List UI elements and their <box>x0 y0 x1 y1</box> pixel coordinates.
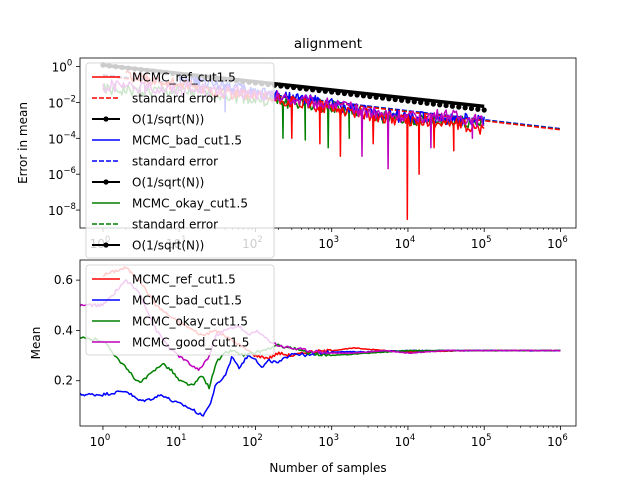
reference-marker-29 <box>284 84 290 90</box>
mean-xtick-label-4: 104 <box>395 433 416 449</box>
reference-marker-35 <box>322 88 328 94</box>
mean-legend-label-1: MCMC_bad_cut1.5 <box>132 294 242 308</box>
mean-legend-label-2: MCMC_okay_cut1.5 <box>132 315 248 329</box>
mean-ytick-label-0: 0.2 <box>54 374 73 388</box>
reference-marker-36 <box>329 89 335 95</box>
reference-marker-56 <box>456 104 462 110</box>
error-legend-label-4: standard error <box>132 155 218 169</box>
error-ytick-label-4: 10−8 <box>48 202 76 218</box>
reference-marker-30 <box>290 84 297 91</box>
reference-marker-41 <box>360 93 367 99</box>
reference-marker-31 <box>297 85 303 91</box>
mean-subplot: 100 101 102 103 104 105 106 0.2 0.4 0.6 Number of… <box>29 259 577 475</box>
mean-xtick-label-0: 100 <box>90 433 111 449</box>
reference-marker-60 <box>481 107 487 113</box>
error-legend-box <box>85 62 275 259</box>
reference-marker-47 <box>398 97 405 103</box>
reference-marker-57 <box>462 105 468 111</box>
error-xtick-label-4: 104 <box>395 235 416 251</box>
reference-marker-52 <box>430 101 436 107</box>
reference-marker-51 <box>424 100 430 106</box>
error-subplot: 10010110210310410510610010−210−410−610−8… <box>16 36 577 259</box>
mean-xtick-label-3: 103 <box>318 433 339 449</box>
reference-marker-49 <box>411 99 417 105</box>
reference-marker-34 <box>316 87 322 94</box>
mean-legend-label-3: MCMC_good_cut1.5 <box>132 336 249 350</box>
reference-marker-43 <box>373 94 379 100</box>
mean-xlabel: Number of samples <box>269 461 386 475</box>
chart-title: alignment <box>294 36 362 52</box>
mean-xtick-label-1: 101 <box>166 433 187 449</box>
error-xtick-label-6: 106 <box>547 235 568 251</box>
reference-marker-28 <box>278 83 284 89</box>
mean-axes-frame <box>79 259 577 427</box>
reference-marker-54 <box>443 102 449 109</box>
error-legend-label-5: O(1/sqrt(N)) <box>132 176 204 190</box>
reference-marker-37 <box>335 90 341 96</box>
mean-xtick-label-6: 106 <box>547 433 568 449</box>
reference-marker-55 <box>449 103 456 109</box>
reference-marker-59 <box>475 106 481 112</box>
error-legend-marker-5 <box>103 179 109 185</box>
error-legend-label-6: MCMC_okay_cut1.5 <box>132 197 248 211</box>
error-legend: MCMC_ref_cut1.5 standard error O(1/sqrt(N)… <box>85 62 275 259</box>
mean-legend: MCMC_ref_cut1.5 MCMC_bad_cut1.5 MCMC_okay_… <box>85 264 275 356</box>
reference-marker-32 <box>303 86 309 92</box>
error-ytick-label-1: 10−2 <box>48 94 76 110</box>
reference-marker-48 <box>405 98 411 104</box>
reference-marker-50 <box>418 99 424 106</box>
mean-ytick-label-1: 0.4 <box>54 323 73 337</box>
error-xtick-label-3: 103 <box>318 235 339 251</box>
error-legend-marker-2 <box>103 116 109 122</box>
reference-marker-53 <box>437 102 443 108</box>
error-legend-label-2: O(1/sqrt(N)) <box>132 113 204 127</box>
reference-marker-46 <box>392 96 398 103</box>
error-legend-label-0: MCMC_ref_cut1.5 <box>132 71 236 85</box>
reference-marker-42 <box>367 93 373 100</box>
mean-axis-ticks: 100 101 102 103 104 105 106 0.2 0.4 0.6 <box>54 273 568 449</box>
reference-marker-45 <box>386 96 392 102</box>
mean-legend-box <box>85 264 275 356</box>
reference-marker-38 <box>341 90 348 97</box>
error-legend-label-3: MCMC_bad_cut1.5 <box>132 134 242 148</box>
mean-ytick-label-2: 0.6 <box>54 273 73 287</box>
error-xtick-label-5: 105 <box>471 235 492 251</box>
error-legend-label-7: standard error <box>132 218 218 232</box>
mean-xtick-label-2: 102 <box>242 433 263 449</box>
error-legend-label-8: O(1/sqrt(N)) <box>132 239 204 253</box>
error-legend-marker-8 <box>103 242 109 248</box>
reference-marker-39 <box>348 91 354 97</box>
reference-marker-40 <box>354 92 360 98</box>
error-axes-frame <box>79 57 577 229</box>
error-legend-label-1: standard error <box>132 92 218 106</box>
error-ytick-label-3: 10−6 <box>48 166 76 182</box>
mean-xtick-label-5: 105 <box>471 433 492 449</box>
reference-marker-58 <box>468 105 475 112</box>
mean-legend-label-0: MCMC_ref_cut1.5 <box>132 273 236 287</box>
reference-marker-44 <box>379 95 386 101</box>
error-ytick-label-0: 100 <box>52 59 73 75</box>
error-ylabel: Error in mean <box>16 102 30 184</box>
error-ytick-label-2: 10−4 <box>48 130 76 146</box>
reference-marker-33 <box>310 87 316 93</box>
mean-ylabel: Mean <box>29 327 43 360</box>
